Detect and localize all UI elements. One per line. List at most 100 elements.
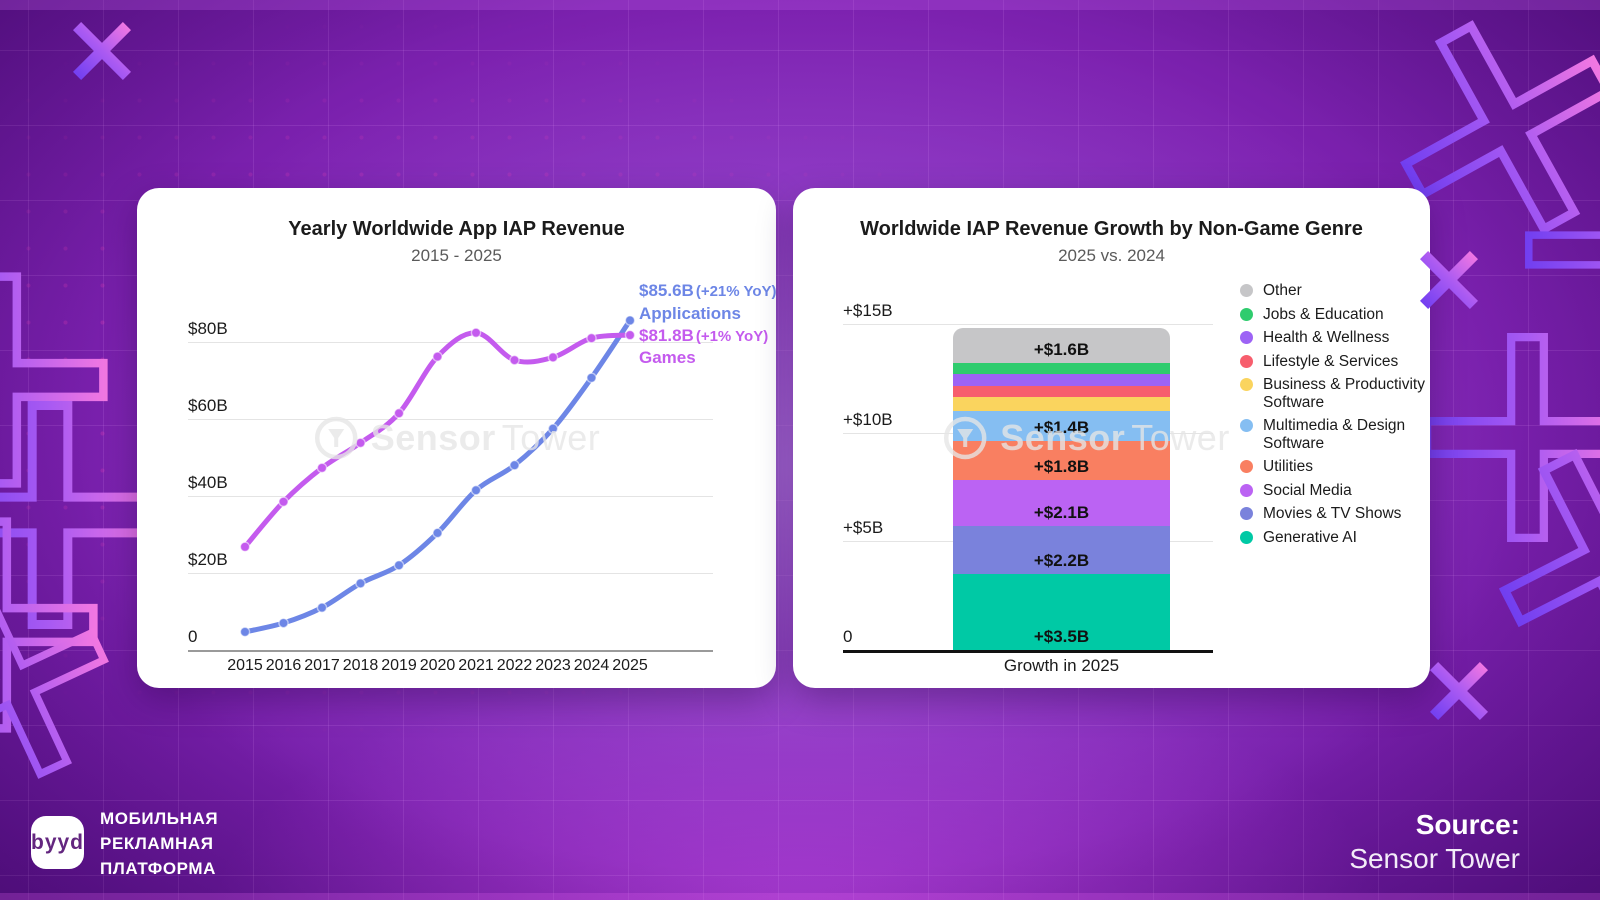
bar-segment-label: +$1.8B xyxy=(1033,457,1090,477)
legend-item: Health & Wellness xyxy=(1240,329,1430,347)
legend-label: Lifestyle & Services xyxy=(1263,352,1399,370)
bar-chart-legend: Other Jobs & Education Health & Wellness Li… xyxy=(1240,282,1430,552)
data-point-games xyxy=(355,437,366,449)
data-point-games xyxy=(432,351,443,362)
data-point-applications xyxy=(547,423,559,434)
data-point-applications xyxy=(509,459,520,471)
x-decoration-solid-icon xyxy=(1420,251,1478,309)
legend-color-dot xyxy=(1240,284,1253,297)
bar-segment-multimedia-design-software: +$1.4B xyxy=(953,410,1170,442)
line-chart-ytick: $20B xyxy=(188,550,228,569)
line-chart-ytick: $80B xyxy=(188,319,228,338)
series-line-applications xyxy=(242,317,633,635)
bar-segment-lifestyle-services xyxy=(953,385,1170,397)
bar-segment-label: +$1.4B xyxy=(1033,418,1090,438)
bar-segment-utilities: +$1.8B xyxy=(953,441,1170,481)
data-point-games xyxy=(547,352,559,363)
bar-segment-social-media: +$2.1B xyxy=(953,480,1170,527)
source-attribution: Source: Sensor Tower xyxy=(1349,808,1520,876)
data-point-applications xyxy=(355,578,366,589)
line-chart-year-label: 2016 xyxy=(265,657,302,674)
bar-chart-ytick: +$5B xyxy=(843,518,884,538)
data-point-games xyxy=(509,354,520,366)
data-point-games xyxy=(470,327,482,339)
data-point-applications xyxy=(278,617,289,629)
legend-color-dot xyxy=(1240,307,1253,321)
line-chart-gridline xyxy=(188,496,713,497)
source-label: Source: xyxy=(1415,809,1520,840)
line-chart-year-label: 2015 xyxy=(227,657,263,674)
source-value: Sensor Tower xyxy=(1349,843,1520,874)
legend-item: Multimedia & Design Software xyxy=(1240,417,1430,452)
bottom-accent-strip xyxy=(0,893,1600,900)
legend-label: Health & Wellness xyxy=(1263,329,1390,346)
legend-label: Multimedia & Design Software xyxy=(1263,417,1406,452)
line-chart-gridline xyxy=(188,419,713,420)
legend-label: Social Media xyxy=(1263,481,1352,499)
data-point-games xyxy=(316,462,328,474)
legend-color-dot xyxy=(1240,460,1253,473)
data-point-applications xyxy=(432,527,443,539)
bar-chart-ytick: 0 xyxy=(843,627,853,646)
bar-segment-generative-ai: +$3.5B xyxy=(953,573,1170,650)
byyd-logo: byyd xyxy=(31,816,84,869)
data-point-applications xyxy=(586,372,597,384)
line-chart-year-label: 2019 xyxy=(381,657,417,674)
line-chart-year-label: 2020 xyxy=(419,657,456,674)
byyd-logo-text: byyd xyxy=(31,830,85,854)
bar-chart-ytick: +$15B xyxy=(843,301,893,321)
legend-color-dot xyxy=(1240,530,1253,544)
bar-segment-label: +$1.6B xyxy=(1033,340,1090,360)
legend-item: Other xyxy=(1240,282,1430,300)
data-point-games xyxy=(586,332,597,344)
bar-segment-movies-tv-shows: +$2.2B xyxy=(953,526,1170,574)
bar-segment-label: +$2.1B xyxy=(1033,503,1090,523)
games-annotation-value: $81.8B (+1% YoY) xyxy=(639,326,769,345)
line-chart-ytick: $40B xyxy=(188,473,228,492)
legend-label: Generative AI xyxy=(1263,528,1357,546)
legend-item: Social Media xyxy=(1240,482,1430,500)
line-chart-ytick: $60B xyxy=(188,396,228,415)
bar-segment-jobs-education xyxy=(953,363,1170,375)
tagline-line: РЕКЛАМНАЯ xyxy=(100,834,214,853)
legend-color-dot xyxy=(1240,507,1253,520)
applications-annotation-name: Applications xyxy=(639,304,742,323)
legend-label: Jobs & Education xyxy=(1263,305,1384,323)
legend-item: Lifestyle & Services xyxy=(1240,353,1430,371)
legend-label: Movies & TV Shows xyxy=(1263,505,1402,522)
legend-item: Generative AI xyxy=(1240,529,1430,547)
bar-chart-card: Worldwide IAP Revenue Growth by Non-Game… xyxy=(793,188,1430,688)
line-chart-gridline xyxy=(188,573,713,574)
data-point-games xyxy=(624,329,636,341)
legend-item: Business & Productivity Software xyxy=(1240,376,1430,411)
series-line-games xyxy=(242,330,633,550)
bar-chart-plot: 0 +$5B +$10B +$15B +$1.6B +$1.4B +$1.8B +$2.1B +… xyxy=(793,188,1430,688)
tagline-line: ПЛАТФОРМА xyxy=(100,859,216,878)
bar-chart-title: Worldwide IAP Revenue Growth by Non-Game… xyxy=(860,218,1363,240)
legend-item: Jobs & Education xyxy=(1240,306,1430,324)
bar-segment-business-productivity-software xyxy=(953,396,1170,411)
line-chart-year-label: 2023 xyxy=(535,657,571,674)
x-decoration-solid-icon xyxy=(73,22,131,80)
line-chart-plot: 0 $20B $40B $60B $80B 2015 2016 2017 2018 2019 202… xyxy=(137,188,776,688)
data-point-applications xyxy=(316,602,328,613)
legend-item: Utilities xyxy=(1240,458,1430,476)
bar-chart-gridline xyxy=(843,650,1213,653)
legend-label: Other xyxy=(1263,282,1302,299)
bar-chart-gridline xyxy=(843,324,1213,326)
data-point-games xyxy=(393,407,405,419)
line-chart-year-label: 2022 xyxy=(496,657,533,674)
x-decoration-solid-icon xyxy=(1430,662,1488,720)
brand-tagline: МОБИЛЬНАЯ РЕКЛАМНАЯ ПЛАТФОРМА xyxy=(100,806,218,881)
data-point-applications xyxy=(470,484,482,496)
bar-segment-label: +$3.5B xyxy=(1033,626,1090,646)
data-point-applications xyxy=(239,626,251,638)
line-chart-year-label: 2017 xyxy=(304,657,340,674)
games-annotation-name: Games xyxy=(639,348,696,367)
stacked-bar: +$1.6B +$1.4B +$1.8B +$2.1B +$2.2B +$3.5B xyxy=(953,328,1170,650)
legend-item: Movies & TV Shows xyxy=(1240,505,1430,523)
bar-chart-subtitle: 2025 vs. 2024 xyxy=(1058,246,1165,265)
data-point-applications xyxy=(393,559,405,571)
data-point-games xyxy=(239,541,251,553)
